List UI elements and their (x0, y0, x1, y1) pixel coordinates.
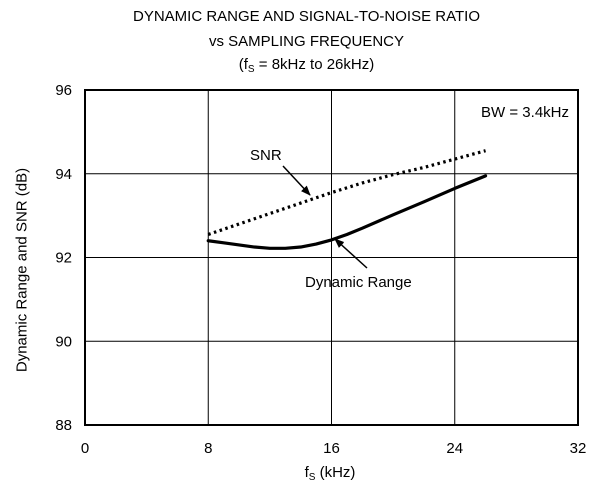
chart-title: DYNAMIC RANGE AND SIGNAL-TO-NOISE RATIO (133, 8, 480, 25)
y-tick-label: 90 (55, 333, 72, 350)
y-tick-label: 88 (55, 417, 72, 434)
series-line-dynamic-range (206, 174, 488, 250)
chart-subtitle-range: (fS = 8kHz to 26kHz) (238, 56, 375, 75)
y-tick-label: 96 (55, 82, 72, 99)
y-tick-label: 92 (55, 250, 72, 267)
x-tick-label: 24 (446, 440, 463, 457)
series-lines (206, 149, 488, 250)
annotations: BW = 3.4kHz SNR Dynamic Range (250, 104, 569, 291)
chart-subtitle: vs SAMPLING FREQUENCY (208, 33, 405, 50)
x-tick-label: 16 (323, 440, 340, 457)
plot-frame (84, 89, 579, 426)
series-line-snr (207, 149, 486, 236)
tick-labels: 0 8 16 24 32 88 90 92 94 96 (55, 82, 586, 457)
bandwidth-annotation: BW = 3.4kHz (481, 104, 569, 121)
x-axis-label: fS (kHz) (304, 464, 356, 483)
dynamic-range-annotation: Dynamic Range (305, 274, 412, 291)
snr-annotation: SNR (250, 147, 282, 164)
snr-arrow (282, 165, 311, 196)
x-tick-label: 8 (204, 440, 212, 457)
x-tick-label: 0 (81, 440, 89, 457)
y-tick-label: 94 (55, 166, 72, 183)
dynamic-range-arrow (334, 238, 368, 269)
x-tick-label: 32 (570, 440, 587, 457)
grid-lines (85, 90, 578, 425)
